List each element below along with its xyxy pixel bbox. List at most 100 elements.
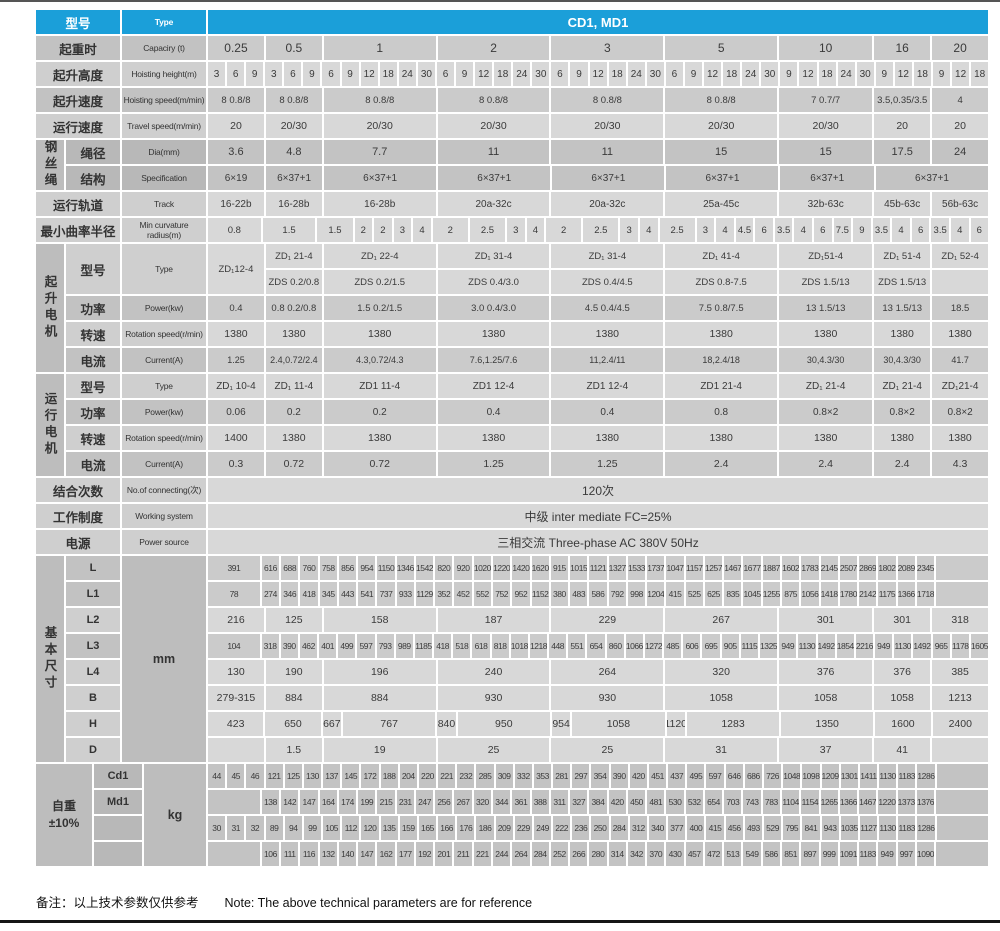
data-cell: 177 <box>396 842 414 866</box>
data-cell: 99 <box>303 816 322 840</box>
rows-column: 绳径 Dia(mm) 3.6 4.8 7.7 11 11 15 15 17.5 24 结构 Specif… <box>66 140 989 190</box>
data-cell: 472 <box>704 842 723 866</box>
row-label-en: Min curvature radius(m) <box>122 218 206 242</box>
data-cell: 120 <box>361 816 379 840</box>
data-cell: 0.8×2 <box>779 400 873 424</box>
data-cell: 1380 <box>779 322 873 346</box>
data-cell: 380 <box>550 582 569 606</box>
data-cell: 1154 <box>801 790 819 814</box>
data-cell: 420 <box>608 790 626 814</box>
row-cells: 1.25 2.4,0.72/2.4 4.3,0.72/4.3 7.6,1.25/7.6… <box>208 348 989 372</box>
data-cell: 1015 <box>570 556 588 580</box>
data-cell: 56b-63c <box>932 192 989 216</box>
data-cell: 297 <box>572 764 590 788</box>
data-cell: 499 <box>338 634 356 658</box>
data-cell: 376 <box>874 660 931 684</box>
data-cell: 495 <box>687 764 705 788</box>
data-cell: 377 <box>668 816 686 840</box>
data-cell: 12 <box>952 62 970 86</box>
data-cell: 3 <box>393 218 412 242</box>
spec-row: 104 318 390 462 401 499 597 793 989 1185 418 518 618… <box>208 634 989 658</box>
data-cell: 1380 <box>932 322 989 346</box>
rows-column: 型号 Type ZD₁ 10-4 ZD₁ 11-4 ZD1 11-4 ZD1 12-4 ZD… <box>66 374 989 476</box>
data-cell: 192 <box>415 842 434 866</box>
spec-row: 391 616 688 760 758 856 954 1150 1346 1542 820 920 1… <box>208 556 988 580</box>
data-cell: 390 <box>280 634 298 658</box>
data-cell <box>208 738 264 762</box>
row-label-zh: 工作制度 <box>36 504 120 528</box>
data-cell: 344 <box>493 790 511 814</box>
data-cell: 20/30 <box>265 114 322 138</box>
row-label-en: Hoisting height(m) <box>122 62 206 86</box>
data-cell: 841 <box>802 816 820 840</box>
data-cell: 1380 <box>874 322 931 346</box>
data-cell: 9 <box>932 62 951 86</box>
data-cell: 7.7 <box>323 140 436 164</box>
data-cell: 20/30 <box>665 114 778 138</box>
data-cell: 132 <box>319 842 337 866</box>
data-cell: 186 <box>476 816 494 840</box>
spec-row: 型号 Type ZD₁12-4 ZD₁ 21-4 ZDS 0.2/0.8 ZD₁ 22-4… <box>66 244 989 294</box>
data-cell: 1492 <box>817 634 835 658</box>
data-cell: 320 <box>665 660 778 684</box>
row-cells: 16-22b 16-28b 16-28b 20a-32c 20a-32c 25a-45c 3… <box>208 192 989 216</box>
data-cell: 18 <box>494 62 512 86</box>
data-cell: 13 1.5/13 <box>779 296 873 320</box>
data-cell: 0.06 <box>208 400 264 424</box>
row-cells: 6×19 6×37+1 6×37+1 6×37+1 6×37+1 6×37+1 6×37+1… <box>208 166 988 190</box>
row-cells: 106 111 116 132 140 147 162 177 192 201 211 221 244 2… <box>208 842 988 866</box>
data-cell: 1380 <box>665 426 778 450</box>
data-cell: ZD₁ 31-4 <box>437 244 550 268</box>
data-cell: 264 <box>512 842 530 866</box>
data-cell: 130 <box>208 660 264 684</box>
section-label: 自重 ±10% <box>36 764 92 866</box>
data-cell: 353 <box>533 764 552 788</box>
data-cell: 1098 <box>802 764 820 788</box>
data-cell: 236 <box>572 816 590 840</box>
data-cell: 767 <box>343 712 436 736</box>
data-cell: 743 <box>743 790 761 814</box>
row-label-zh: 型号 <box>36 10 120 34</box>
data-cell: 2.5 <box>583 218 619 242</box>
row-cells: 104 318 390 462 401 499 597 793 989 1185 418 518 618… <box>208 634 989 658</box>
data-cell: 1373 <box>897 790 915 814</box>
data-cell: 187 <box>437 608 550 632</box>
data-cell: 6×37+1 <box>438 166 551 190</box>
data-cell: 311 <box>550 790 569 814</box>
data-cell: 654 <box>587 634 605 658</box>
data-cell: 840 <box>437 712 456 736</box>
rows-column: 391 616 688 760 758 856 954 1150 1346 1542 820 920 1… <box>208 556 989 762</box>
data-cell: 1602 <box>781 556 800 580</box>
data-cell: 646 <box>725 764 743 788</box>
data-cell: 1183 <box>859 842 877 866</box>
data-cell: 10 <box>779 36 873 60</box>
data-cell: 1058 <box>779 686 873 710</box>
data-cell: 361 <box>512 790 530 814</box>
table-section: 型号 Type CD1, MD1 起重时 Capaciry (t) 0.25 0.5 1 2 3 5… <box>36 10 989 138</box>
footnote-zh: 备注：以上技术参数仅供参考 <box>36 896 199 910</box>
table-section: 钢丝绳 绳径 Dia(mm) 3.6 4.8 7.7 11 11 15 15 17.5 24 结构 Spe… <box>36 140 989 190</box>
data-cell: 650 <box>265 712 321 736</box>
row-cells: 423 650 667 767 840 950 954 1058 1120 1283 1350 160… <box>208 712 988 736</box>
spec-row: 起重时 Capaciry (t) 0.25 0.5 1 2 3 5 10 16 20 <box>36 36 989 60</box>
data-cell: 0.4 <box>551 400 664 424</box>
data-cell: 950 <box>457 712 550 736</box>
row-label-zh: 结构 <box>66 166 120 190</box>
data-cell: 250 <box>591 816 609 840</box>
data-cell: 0.72 <box>265 452 322 476</box>
data-cell: 695 <box>702 634 720 658</box>
data-cell: 1286 <box>917 764 935 788</box>
data-cell: 6 <box>436 62 455 86</box>
row-label-en: Track <box>122 192 206 216</box>
data-cell: 1380 <box>665 322 778 346</box>
data-cell: 851 <box>781 842 800 866</box>
data-cell-stack: ZD₁ 22-4 ZDS 0.2/1.5 <box>323 244 436 294</box>
data-cell: 6×37+1 <box>875 166 988 190</box>
data-cell <box>936 556 988 580</box>
data-cell: 860 <box>606 634 624 658</box>
data-cell: 20/30 <box>437 114 550 138</box>
data-cell: 247 <box>415 790 434 814</box>
data-cell-stack: ZD₁ 31-4 ZDS 0.4/3.0 <box>437 244 550 294</box>
data-cell: 2400 <box>932 712 988 736</box>
data-cell-stack: ZD₁ 21-4 ZDS 0.2/0.8 <box>265 244 322 294</box>
